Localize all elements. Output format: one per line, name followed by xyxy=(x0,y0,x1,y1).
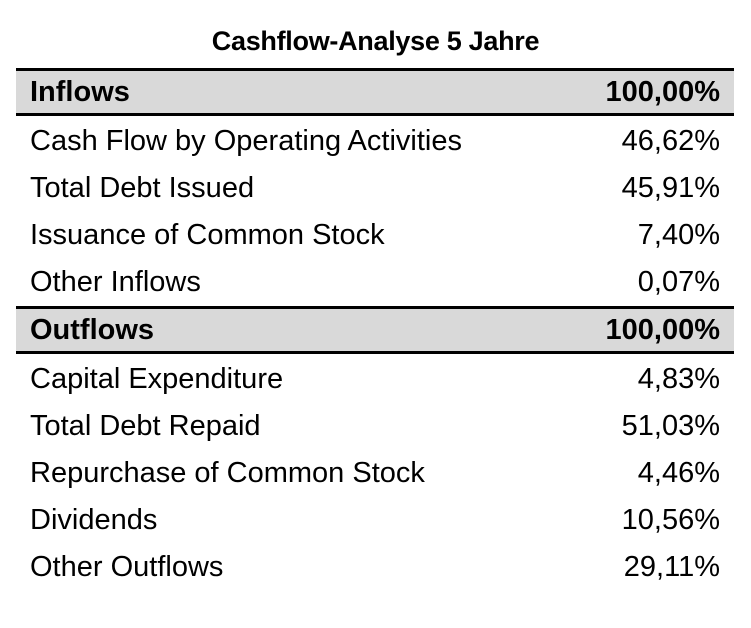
inflows-header-label: Inflows xyxy=(30,75,130,108)
row-label: Other Outflows xyxy=(30,551,224,583)
row-value: 29,11% xyxy=(623,551,720,583)
table-title: Cashflow-Analyse 5 Jahre xyxy=(211,26,540,56)
row-label: Other Inflows xyxy=(30,266,201,298)
table-row: Capital Expenditure 4,83% xyxy=(16,356,734,403)
row-value: 46,62% xyxy=(621,125,720,157)
row-value: 7,40% xyxy=(637,219,720,251)
table-row: Total Debt Repaid 51,03% xyxy=(16,403,734,450)
inflows-header-value: 100,00% xyxy=(605,75,721,108)
table-row: Other Inflows 0,07% xyxy=(16,259,734,306)
outflows-header-row: Outflows 100,00% xyxy=(16,306,734,354)
table-row: Repurchase of Common Stock 4,46% xyxy=(16,450,734,497)
table-row: Other Outflows 29,11% xyxy=(16,544,734,591)
table-row: Total Debt Issued 45,91% xyxy=(16,165,734,212)
row-value: 10,56% xyxy=(621,504,720,536)
row-label: Issuance of Common Stock xyxy=(30,219,385,251)
table-row: Cash Flow by Operating Activities 46,62% xyxy=(16,118,734,165)
inflows-header-row: Inflows 100,00% xyxy=(16,68,734,116)
row-value: 45,91% xyxy=(621,172,720,204)
outflows-header-value: 100,00% xyxy=(605,313,721,346)
row-label: Dividends xyxy=(30,504,158,536)
cashflow-table: Inflows 100,00% Cash Flow by Operating A… xyxy=(16,68,734,591)
row-label: Total Debt Repaid xyxy=(30,410,261,442)
table-row: Dividends 10,56% xyxy=(16,497,734,544)
row-label: Capital Expenditure xyxy=(30,363,284,395)
outflows-header-label: Outflows xyxy=(30,313,155,346)
row-value: 4,83% xyxy=(637,363,720,395)
table-row: Issuance of Common Stock 7,40% xyxy=(16,212,734,259)
row-value: 51,03% xyxy=(621,410,720,442)
row-label: Total Debt Issued xyxy=(30,172,255,204)
row-value: 0,07% xyxy=(637,266,720,298)
row-label: Repurchase of Common Stock xyxy=(30,457,425,489)
row-label: Cash Flow by Operating Activities xyxy=(30,125,462,157)
row-value: 4,46% xyxy=(637,457,720,489)
